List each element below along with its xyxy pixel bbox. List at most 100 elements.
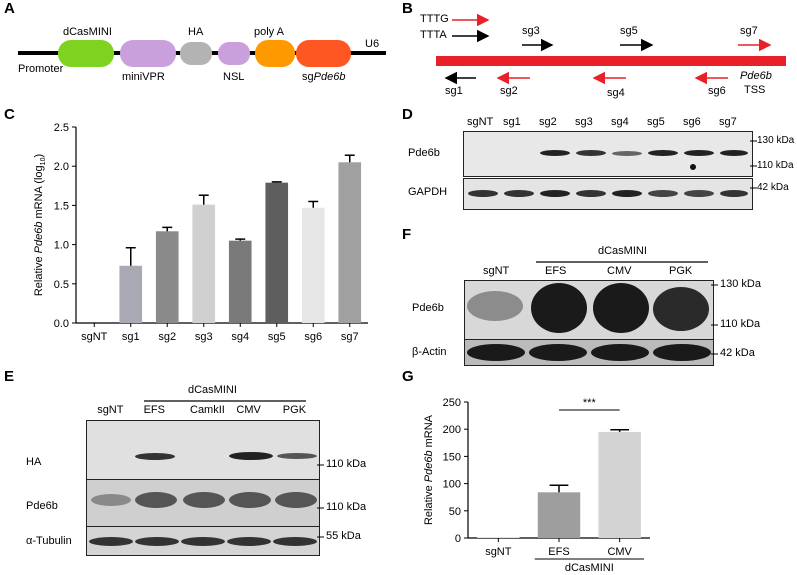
y-tick-label: 200 xyxy=(443,424,461,436)
sgpde6b-label: sgPde6b xyxy=(302,71,346,83)
band xyxy=(653,344,711,361)
band xyxy=(229,452,273,460)
blot-f-row-label: β-Actin xyxy=(412,346,447,358)
blot-d-gapdh xyxy=(463,178,753,210)
blot-e-row-label: α-Tubulin xyxy=(26,535,72,547)
y-tick-label: 150 xyxy=(443,451,461,463)
marker-110kda: 110 kDa xyxy=(326,458,367,470)
lane-label: PGK xyxy=(669,265,693,277)
band xyxy=(540,190,570,197)
bar xyxy=(265,182,289,323)
x-tick-label: sgNT xyxy=(485,546,512,558)
x-tick-label: sg5 xyxy=(268,331,286,343)
marker-110kda: 110 kDa xyxy=(757,160,794,171)
x-tick-label: sg1 xyxy=(122,331,140,343)
band xyxy=(720,150,748,156)
blot-f-marker-ticks xyxy=(711,284,718,355)
bar xyxy=(228,240,252,323)
tttg-label: TTTG xyxy=(420,13,449,25)
blot-e-marker-ticks xyxy=(317,464,324,538)
blot-e-pde6b xyxy=(86,479,320,527)
lane-label: EFS xyxy=(545,265,567,277)
bar xyxy=(192,204,216,323)
band xyxy=(227,537,271,546)
nsl-box xyxy=(218,42,250,65)
dcasmini-label: dCasMINI xyxy=(63,26,112,38)
band xyxy=(612,151,642,156)
y-tick-label: 250 xyxy=(443,397,461,409)
sgrna-map xyxy=(436,13,786,85)
band xyxy=(540,150,570,156)
lane-label: sg4 xyxy=(611,116,629,128)
panel-label-a: A xyxy=(4,0,15,17)
sg2-label: sg2 xyxy=(500,85,518,97)
x-tick-label: sg2 xyxy=(158,331,176,343)
band xyxy=(612,190,642,197)
y-tick-label: 50 xyxy=(449,506,461,518)
marker-42kda: 42 kDa xyxy=(757,182,789,193)
lane-label: CMV xyxy=(607,265,632,277)
marker-55kda: 55 kDa xyxy=(326,530,361,542)
bar xyxy=(537,492,581,538)
construct-diagram xyxy=(18,40,386,67)
polya-box xyxy=(255,40,295,67)
panel-label-g: G xyxy=(402,368,414,385)
y-tick-label: 2.0 xyxy=(54,161,69,173)
y-tick-label: 1.0 xyxy=(54,240,69,252)
blot-f-pde6b xyxy=(464,280,714,340)
blot-f-group-label: dCasMINI xyxy=(598,245,647,257)
bar xyxy=(119,265,143,323)
band xyxy=(576,150,606,156)
x-tick-label: sg6 xyxy=(304,331,322,343)
band xyxy=(690,164,696,170)
minivpr-box xyxy=(120,40,176,67)
group-label: dCasMINI xyxy=(565,562,614,574)
band xyxy=(275,492,317,508)
ha-box xyxy=(180,42,212,65)
bar xyxy=(598,431,641,538)
y-tick-label: 2.5 xyxy=(54,122,69,134)
band xyxy=(135,537,179,546)
y-tick-label: 0.0 xyxy=(54,318,69,330)
marker-42kda: 42 kDa xyxy=(720,347,755,359)
u6-label: U6 xyxy=(365,38,380,50)
lane-label: sg3 xyxy=(575,116,593,128)
panel-label-c: C xyxy=(4,106,15,123)
blot-e-row-label: HA xyxy=(26,456,42,468)
blot-e-row-label: Pde6b xyxy=(26,500,58,512)
lane-label: sg1 xyxy=(503,116,521,128)
sg3-label: sg3 xyxy=(522,25,540,37)
tss-label: TSS xyxy=(744,84,766,96)
lane-label: sgNT xyxy=(97,404,124,416)
sg1-label: sg1 xyxy=(445,85,463,97)
panel-label-b: B xyxy=(402,0,413,17)
band xyxy=(684,190,714,197)
blot-f-group-line xyxy=(536,261,708,263)
pde6b-promoter-bar xyxy=(436,56,786,66)
lane-label: sgNT xyxy=(483,265,510,277)
band xyxy=(529,344,587,361)
band xyxy=(277,453,317,459)
band xyxy=(89,537,133,546)
blot-e-alpha-tubulin xyxy=(86,526,320,556)
nsl-label: NSL xyxy=(223,71,245,83)
lane-label: sg2 xyxy=(539,116,557,128)
significance-stars: *** xyxy=(583,397,597,409)
band xyxy=(91,494,131,506)
sg5-label: sg5 xyxy=(620,25,638,37)
band xyxy=(653,287,709,331)
band xyxy=(593,283,649,333)
x-tick-label: sg7 xyxy=(341,331,359,343)
promoter-label: Promoter xyxy=(18,63,64,75)
band xyxy=(648,190,678,197)
panel-label-d: D xyxy=(402,106,413,123)
ha-label: HA xyxy=(188,26,204,38)
y-tick-label: 0 xyxy=(455,533,461,545)
lane-label: sg7 xyxy=(719,116,737,128)
bar xyxy=(477,537,520,538)
band xyxy=(273,537,317,546)
y-tick-label: 100 xyxy=(443,479,461,491)
sgpde6b-box xyxy=(296,40,351,67)
band xyxy=(181,537,225,546)
band xyxy=(531,283,587,333)
